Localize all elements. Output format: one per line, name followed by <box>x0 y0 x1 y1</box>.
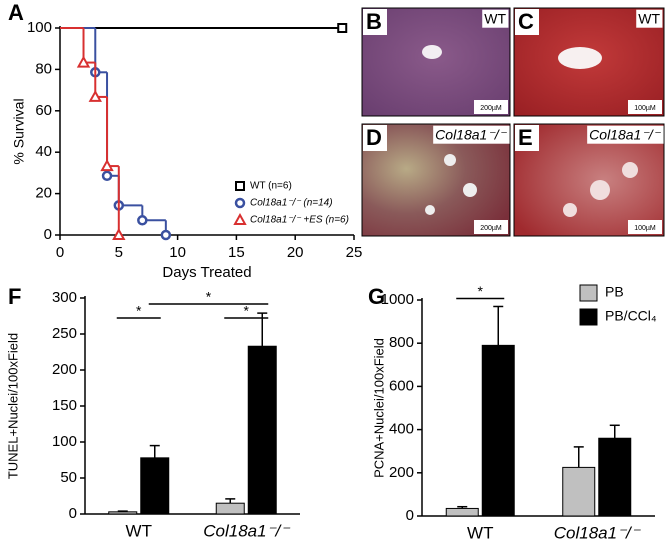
scale-bg <box>474 220 508 234</box>
scale-bg <box>474 100 508 114</box>
x-tick-label: WT <box>467 523 493 542</box>
y-tick-label: 600 <box>389 377 414 394</box>
y-tick-label: 800 <box>389 334 414 351</box>
legend-swatch <box>579 308 598 326</box>
scale-label: 100µM <box>634 105 656 112</box>
y-axis-label: PCNA+Nuclei/100xField <box>371 338 386 478</box>
bar <box>445 507 479 517</box>
significance-star: * <box>478 283 484 299</box>
bar <box>598 437 632 517</box>
y-tick-label: 0 <box>44 226 52 243</box>
x-tick-label: 25 <box>346 244 363 261</box>
y-axis-label: TUNEL+Nuclei/100xField <box>5 333 20 479</box>
y-tick-label: 100 <box>52 433 77 450</box>
micrograph-label: Col18a1⁻/⁻ <box>589 127 661 143</box>
x-axis-label: Days Treated <box>162 264 251 281</box>
x-tick-label: WT <box>126 521 152 540</box>
y-tick-label: 250 <box>52 325 77 342</box>
y-tick-label: 50 <box>60 469 77 486</box>
y-tick-label: 150 <box>52 397 77 414</box>
legend-marker <box>234 197 246 209</box>
label-bg <box>482 9 509 28</box>
panel-letter: G <box>368 284 385 309</box>
panel-letter: C <box>518 9 534 34</box>
x-tick-label: 15 <box>228 244 245 261</box>
scale-bg <box>628 100 662 114</box>
letter-bg <box>363 125 387 151</box>
letter-bg <box>515 9 539 35</box>
scale-bg <box>628 220 662 234</box>
scale-label: 100µM <box>634 225 656 232</box>
legend-label: Col18a1⁻/⁻ +ES (n=6) <box>250 215 349 226</box>
y-axis-label: % Survival <box>11 98 27 164</box>
marker <box>88 89 102 102</box>
scale-label: 200µM <box>480 225 502 232</box>
y-tick-label: 40 <box>35 143 52 160</box>
micrograph-label: WT <box>484 11 506 27</box>
bar <box>108 511 138 515</box>
bar <box>140 457 170 515</box>
label-bg <box>433 125 510 144</box>
marker <box>337 23 348 33</box>
x-tick-label: 5 <box>115 244 123 261</box>
legend-label: WT (n=6) <box>250 181 292 192</box>
x-tick-label: 20 <box>287 244 304 261</box>
legend-label: PB/CCl₄ <box>605 308 657 324</box>
significance-star: * <box>136 303 142 319</box>
legend-swatch <box>579 284 598 302</box>
y-tick-label: 200 <box>52 361 77 378</box>
marker <box>137 215 148 226</box>
label-bg <box>636 9 663 28</box>
bar <box>247 345 277 515</box>
y-tick-label: 80 <box>35 60 52 77</box>
panel-letter: F <box>8 284 21 309</box>
y-tick-label: 300 <box>52 289 77 306</box>
y-tick-label: 0 <box>69 505 77 522</box>
micrograph-label: WT <box>638 11 660 27</box>
y-tick-label: 0 <box>406 507 414 524</box>
micrograph-label: Col18a1⁻/⁻ <box>435 127 507 143</box>
bar <box>481 344 515 517</box>
scale-label: 200µM <box>480 105 502 112</box>
letter-bg <box>363 9 387 35</box>
x-tick-label: 10 <box>169 244 186 261</box>
marker <box>160 229 172 241</box>
panel-letter: B <box>366 9 382 34</box>
x-tick-label: Col18a1⁻/⁻ <box>554 523 642 542</box>
bar <box>562 466 596 517</box>
legend-marker <box>233 212 247 225</box>
y-tick-label: 1000 <box>381 291 414 308</box>
letter-bg <box>515 125 539 151</box>
panel-letter: E <box>518 125 533 150</box>
legend-label: PB <box>605 284 624 300</box>
x-tick-label: Col18a1⁻/⁻ <box>203 521 291 540</box>
y-tick-label: 60 <box>35 102 52 119</box>
marker <box>76 55 91 68</box>
y-tick-label: 200 <box>389 464 414 481</box>
y-tick-label: 20 <box>35 185 52 202</box>
marker <box>101 170 113 182</box>
y-tick-label: 100 <box>27 19 52 36</box>
legend-marker <box>235 181 245 191</box>
marker <box>112 227 126 240</box>
significance-star: * <box>206 289 212 305</box>
legend-label: Col18a1⁻/⁻ (n=14) <box>250 198 333 209</box>
bar <box>215 502 245 515</box>
x-tick-label: 0 <box>56 244 64 261</box>
significance-star: * <box>244 303 250 319</box>
y-tick-label: 400 <box>389 421 414 438</box>
label-bg <box>587 125 664 144</box>
panel-letter: A <box>8 0 24 25</box>
panel-letter: D <box>366 125 382 150</box>
marker <box>100 159 114 172</box>
